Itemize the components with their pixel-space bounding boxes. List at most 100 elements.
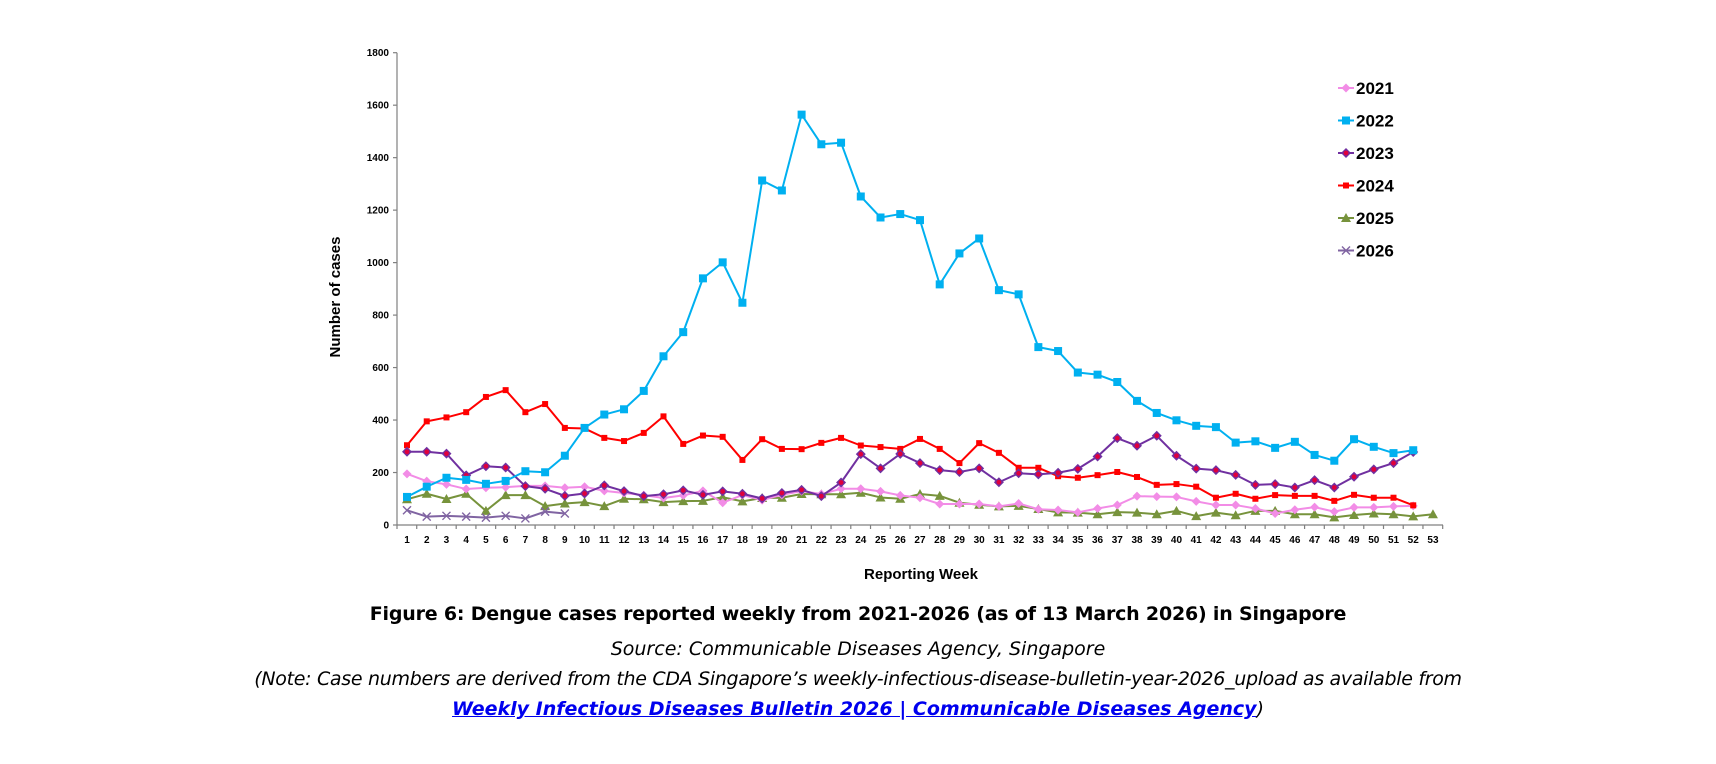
x-tick-label: 28 [934, 535, 946, 546]
legend-item-2024: 2024 [1338, 177, 1394, 196]
data-point-2023 [1210, 465, 1221, 476]
data-point-2021 [1191, 496, 1201, 506]
bulletin-link[interactable]: Weekly Infectious Diseases Bulletin 2026… [452, 698, 1257, 720]
data-point-2024 [1370, 494, 1377, 501]
x-tick-label: 7 [523, 535, 529, 546]
y-tick-label: 0 [383, 521, 389, 532]
data-point-2025 [480, 505, 491, 515]
data-point-2025 [1191, 511, 1202, 521]
data-point-2023 [1349, 471, 1360, 482]
data-point-2023 [1151, 430, 1162, 441]
legend-label: 2025 [1356, 209, 1394, 228]
data-point-2022 [1310, 450, 1319, 459]
data-point-2024 [680, 440, 687, 447]
y-tick-label: 1200 [367, 206, 390, 217]
data-point-2024 [1252, 495, 1259, 502]
x-tick-label: 27 [914, 535, 926, 546]
data-point-2024 [1212, 494, 1219, 501]
data-point-2023 [1309, 475, 1320, 486]
data-point-2023 [1191, 463, 1202, 474]
data-point-2024 [1015, 464, 1022, 471]
data-point-2024 [818, 439, 825, 446]
data-point-2022 [521, 467, 530, 476]
figure-link-line: Weekly Infectious Diseases Bulletin 2026… [0, 698, 1716, 720]
y-tick-label: 600 [372, 363, 389, 374]
data-point-2023 [402, 446, 412, 457]
x-tick-label: 4 [463, 535, 469, 546]
x-tick-label: 47 [1309, 535, 1321, 546]
data-point-2022 [462, 475, 471, 484]
data-point-2023 [619, 486, 630, 497]
data-point-2022 [1389, 449, 1398, 458]
legend-marker [1343, 182, 1349, 189]
data-point-2024 [936, 445, 943, 452]
data-point-2022 [935, 280, 944, 289]
x-tick-label: 42 [1210, 535, 1222, 546]
data-point-2023 [559, 490, 570, 501]
data-point-2023 [974, 463, 985, 474]
data-point-2025 [1349, 510, 1360, 520]
data-point-2021 [1132, 491, 1142, 501]
y-axis-title: Number of cases [327, 237, 344, 358]
data-point-2026 [441, 511, 451, 521]
data-point-2025 [540, 501, 551, 511]
data-point-2023 [697, 489, 708, 500]
data-point-2021 [461, 484, 471, 494]
x-tick-label: 44 [1250, 535, 1262, 546]
data-point-2024 [857, 442, 864, 449]
data-point-2023 [954, 466, 965, 477]
legend-label: 2023 [1356, 144, 1394, 163]
data-point-2024 [1153, 481, 1160, 488]
data-point-2025 [1408, 511, 1419, 521]
data-point-2022 [679, 328, 688, 337]
data-point-2024 [778, 445, 785, 452]
data-point-2024 [660, 413, 667, 420]
x-tick-label: 50 [1368, 535, 1380, 546]
x-tick-label: 38 [1131, 535, 1143, 546]
data-point-2021 [1033, 504, 1043, 514]
data-point-2021 [1369, 502, 1379, 512]
figure-note: (Note: Case numbers are derived from the… [254, 668, 1462, 690]
data-point-2025 [1368, 508, 1379, 518]
x-tick-label: 53 [1427, 535, 1439, 546]
data-point-2022 [1192, 421, 1201, 430]
y-tick-label: 1400 [367, 153, 390, 164]
data-point-2022 [580, 423, 589, 432]
x-tick-label: 6 [503, 535, 509, 546]
legend-item-2026: 2026 [1338, 242, 1394, 261]
data-point-2024 [561, 424, 568, 431]
data-point-2022 [560, 451, 569, 460]
legend-marker [1341, 83, 1351, 93]
data-point-2025 [717, 492, 728, 502]
data-point-2021 [915, 493, 925, 503]
data-point-2024 [1173, 481, 1180, 488]
data-point-2022 [442, 473, 451, 482]
data-point-2023 [1033, 469, 1044, 480]
data-point-2022 [738, 298, 747, 307]
link-closing-paren: ) [1256, 698, 1264, 720]
data-point-2021 [402, 469, 412, 479]
data-point-2022 [1133, 396, 1142, 405]
data-point-2025 [737, 496, 748, 506]
data-point-2023 [421, 446, 432, 457]
data-point-2021 [994, 501, 1004, 511]
data-point-2022 [994, 286, 1003, 295]
series-line-2022 [406, 113, 1414, 498]
data-point-2025 [1151, 509, 1162, 519]
x-tick-label: 49 [1348, 535, 1360, 546]
data-point-2021 [856, 484, 866, 494]
data-point-2023 [480, 461, 491, 472]
data-point-2022 [1014, 290, 1023, 299]
data-point-2021 [1112, 500, 1122, 510]
data-point-2023 [914, 458, 925, 469]
data-point-2022 [1409, 446, 1418, 455]
x-tick-label: 35 [1072, 535, 1084, 546]
data-point-2022 [955, 249, 964, 258]
data-point-2025 [619, 493, 630, 503]
data-point-2025 [934, 490, 945, 500]
series-line-2021 [406, 472, 1414, 515]
x-tick-label: 45 [1270, 535, 1282, 546]
data-point-2025 [697, 495, 708, 505]
data-point-2021 [1270, 508, 1280, 518]
legend: 2021 2022 2023 2024 2025 2026 [1338, 79, 1394, 261]
